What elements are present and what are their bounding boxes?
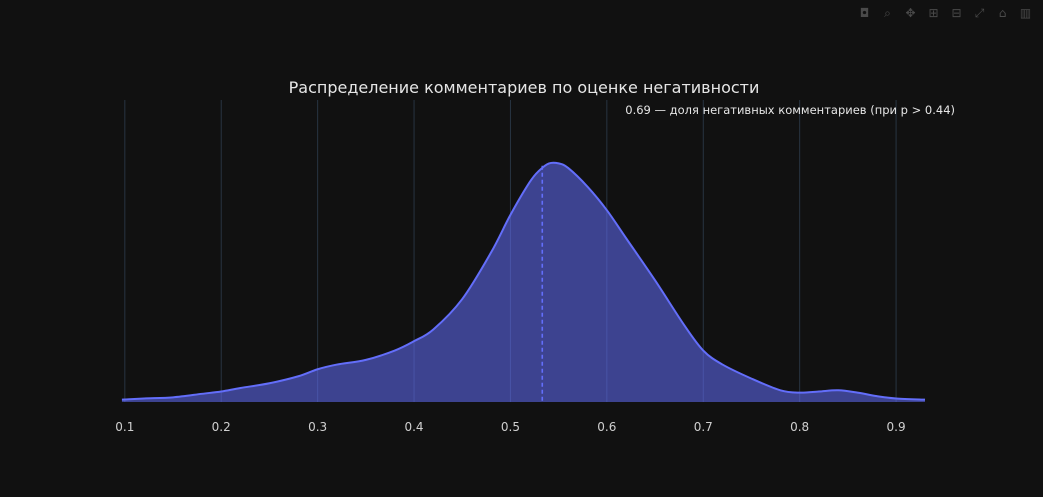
chart-title: Распределение комментариев по оценке нег… bbox=[289, 78, 760, 97]
reset-axes-icon[interactable]: ⌂ bbox=[998, 6, 1007, 20]
x-tick-label: 0.4 bbox=[404, 420, 423, 434]
modebar: ◘ ⌕ ✥ ⊞ ⊟ ⤢ ⌂ ▥ bbox=[855, 4, 1035, 22]
x-tick-label: 0.3 bbox=[308, 420, 327, 434]
x-tick-label: 0.7 bbox=[694, 420, 713, 434]
x-tick-label: 0.5 bbox=[501, 420, 520, 434]
x-tick-label: 0.9 bbox=[887, 420, 906, 434]
plotly-logo-icon[interactable]: ▥ bbox=[1019, 6, 1032, 20]
camera-icon[interactable]: ◘ bbox=[859, 6, 870, 20]
x-tick-label: 0.8 bbox=[790, 420, 809, 434]
plot-area bbox=[121, 161, 926, 402]
chart-annotation: 0.69 — доля негативных комментариев (при… bbox=[625, 103, 955, 117]
zoom-in-icon[interactable]: ⊞ bbox=[928, 6, 939, 20]
x-tick-label: 0.2 bbox=[212, 420, 231, 434]
autoscale-icon[interactable]: ⤢ bbox=[974, 5, 985, 20]
x-tick-label: 0.1 bbox=[115, 420, 134, 434]
density-area bbox=[121, 162, 925, 402]
x-axis: 0.1 0.2 0.3 0.4 0.5 0.6 0.7 0.8 0.9 bbox=[115, 420, 905, 434]
zoom-out-icon[interactable]: ⊟ bbox=[951, 6, 962, 20]
pan-icon[interactable]: ✥ bbox=[905, 6, 916, 20]
density-line bbox=[121, 161, 926, 401]
zoom-icon[interactable]: ⌕ bbox=[884, 5, 891, 20]
x-tick-label: 0.6 bbox=[597, 420, 616, 434]
